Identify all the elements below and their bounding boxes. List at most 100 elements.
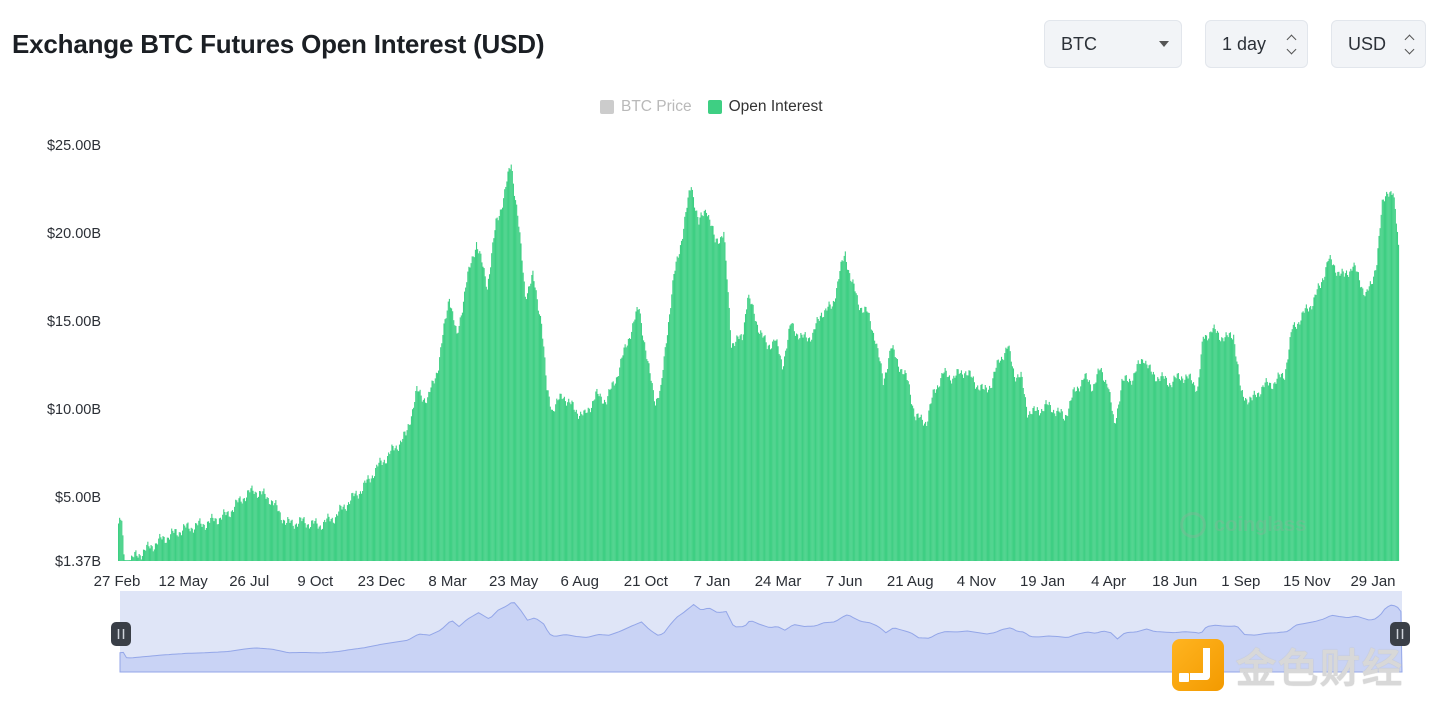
oi-bar [342, 506, 344, 561]
unit-select[interactable]: USD [1331, 20, 1426, 68]
oi-bar [1134, 372, 1136, 561]
oi-bar [1329, 255, 1331, 561]
oi-bar [456, 333, 458, 561]
oi-bar [396, 449, 398, 561]
oi-bar [217, 524, 219, 561]
oi-bar [713, 234, 715, 561]
oi-bar [1261, 386, 1263, 561]
oi-bar [754, 320, 756, 561]
oi-bar [313, 523, 315, 561]
oi-bar [153, 549, 155, 561]
oi-bar [756, 324, 759, 561]
oi-bar [1156, 381, 1158, 561]
oi-bar [1066, 415, 1068, 561]
coinglass-logo-icon [1180, 512, 1206, 538]
oi-bar [1123, 380, 1125, 561]
oi-bar [1239, 385, 1241, 561]
oi-bar [1348, 276, 1350, 561]
oi-bar [550, 409, 552, 561]
oi-bar [188, 528, 190, 561]
oi-bar [1324, 276, 1326, 561]
oi-bar [1327, 261, 1329, 561]
oi-bar [451, 308, 453, 561]
oi-bar [480, 253, 482, 561]
oi-bar [285, 524, 287, 561]
oi-bar [219, 517, 222, 561]
oi-bar [1354, 265, 1356, 561]
oi-bar [173, 532, 175, 561]
oi-bar [857, 304, 859, 561]
oi-bar [1377, 248, 1379, 562]
oi-bar [1313, 297, 1315, 561]
oi-bar [976, 387, 978, 561]
oi-bar [1281, 372, 1284, 561]
oi-bar [941, 373, 943, 561]
oi-bar [651, 383, 653, 561]
oi-bar [643, 340, 645, 561]
oi-bar [1060, 409, 1062, 561]
oi-bar [283, 520, 286, 561]
oi-bar [145, 550, 147, 561]
oi-bar [326, 518, 328, 561]
oi-bar [602, 403, 604, 561]
oi-bar [563, 396, 565, 561]
oi-bar [854, 291, 856, 561]
oi-bar [836, 288, 838, 561]
oi-bar [626, 345, 628, 561]
oi-bar [1037, 410, 1039, 561]
oi-bar [1390, 191, 1392, 561]
oi-bar [953, 375, 955, 561]
legend-item-open-interest[interactable]: Open Interest [707, 98, 823, 116]
oi-bar [502, 207, 504, 561]
oi-bar [1170, 385, 1172, 561]
x-tick-label: 26 Jul [229, 573, 269, 590]
oi-bar [469, 267, 471, 561]
oi-bar [279, 512, 281, 561]
oi-bar [555, 404, 557, 561]
oi-bar [193, 529, 196, 561]
oi-bar [282, 519, 284, 561]
oi-bar [646, 359, 648, 561]
oi-bar [175, 529, 177, 561]
oi-bar [1094, 383, 1096, 561]
oi-bar [1285, 369, 1287, 561]
oi-bar [964, 373, 966, 561]
y-tick-label: $1.37B [55, 554, 101, 570]
oi-bar [933, 389, 935, 561]
x-tick-label: 23 Dec [358, 573, 406, 590]
interval-select[interactable]: 1 day [1205, 20, 1308, 68]
oi-bar [397, 450, 399, 561]
oi-bar [862, 312, 864, 561]
oi-bar [989, 385, 991, 561]
oi-bar [702, 216, 704, 561]
oi-bar [324, 519, 326, 561]
oi-bar [647, 361, 649, 561]
legend-item-btc-price[interactable]: BTC Price [600, 98, 692, 116]
oi-bar [1015, 381, 1017, 561]
oi-bar [711, 225, 713, 562]
oi-bar [780, 359, 782, 561]
oi-bar [1233, 334, 1235, 561]
oi-bar [445, 318, 447, 561]
oi-bar [1362, 288, 1364, 561]
oi-bar [944, 367, 946, 561]
oi-bar [1051, 412, 1054, 561]
oi-bar [1356, 271, 1358, 561]
coin-select[interactable]: BTC [1044, 20, 1182, 68]
open-interest-bars [118, 164, 1400, 562]
oi-bar [722, 237, 724, 562]
oi-bar [820, 312, 823, 561]
oi-bar [823, 316, 825, 561]
oi-bar [367, 475, 369, 561]
oi-bar [1283, 378, 1285, 561]
oi-bar [1112, 414, 1114, 561]
oi-bar [636, 307, 638, 561]
x-tick-label: 19 Jan [1020, 573, 1065, 590]
navigator-handle-right[interactable] [1390, 622, 1410, 646]
oi-bar [1011, 366, 1013, 561]
navigator-handle-left[interactable] [111, 622, 131, 646]
oi-bar [280, 520, 282, 561]
oi-bar [749, 298, 751, 561]
oi-bar [308, 528, 311, 561]
oi-bar [1368, 286, 1370, 561]
